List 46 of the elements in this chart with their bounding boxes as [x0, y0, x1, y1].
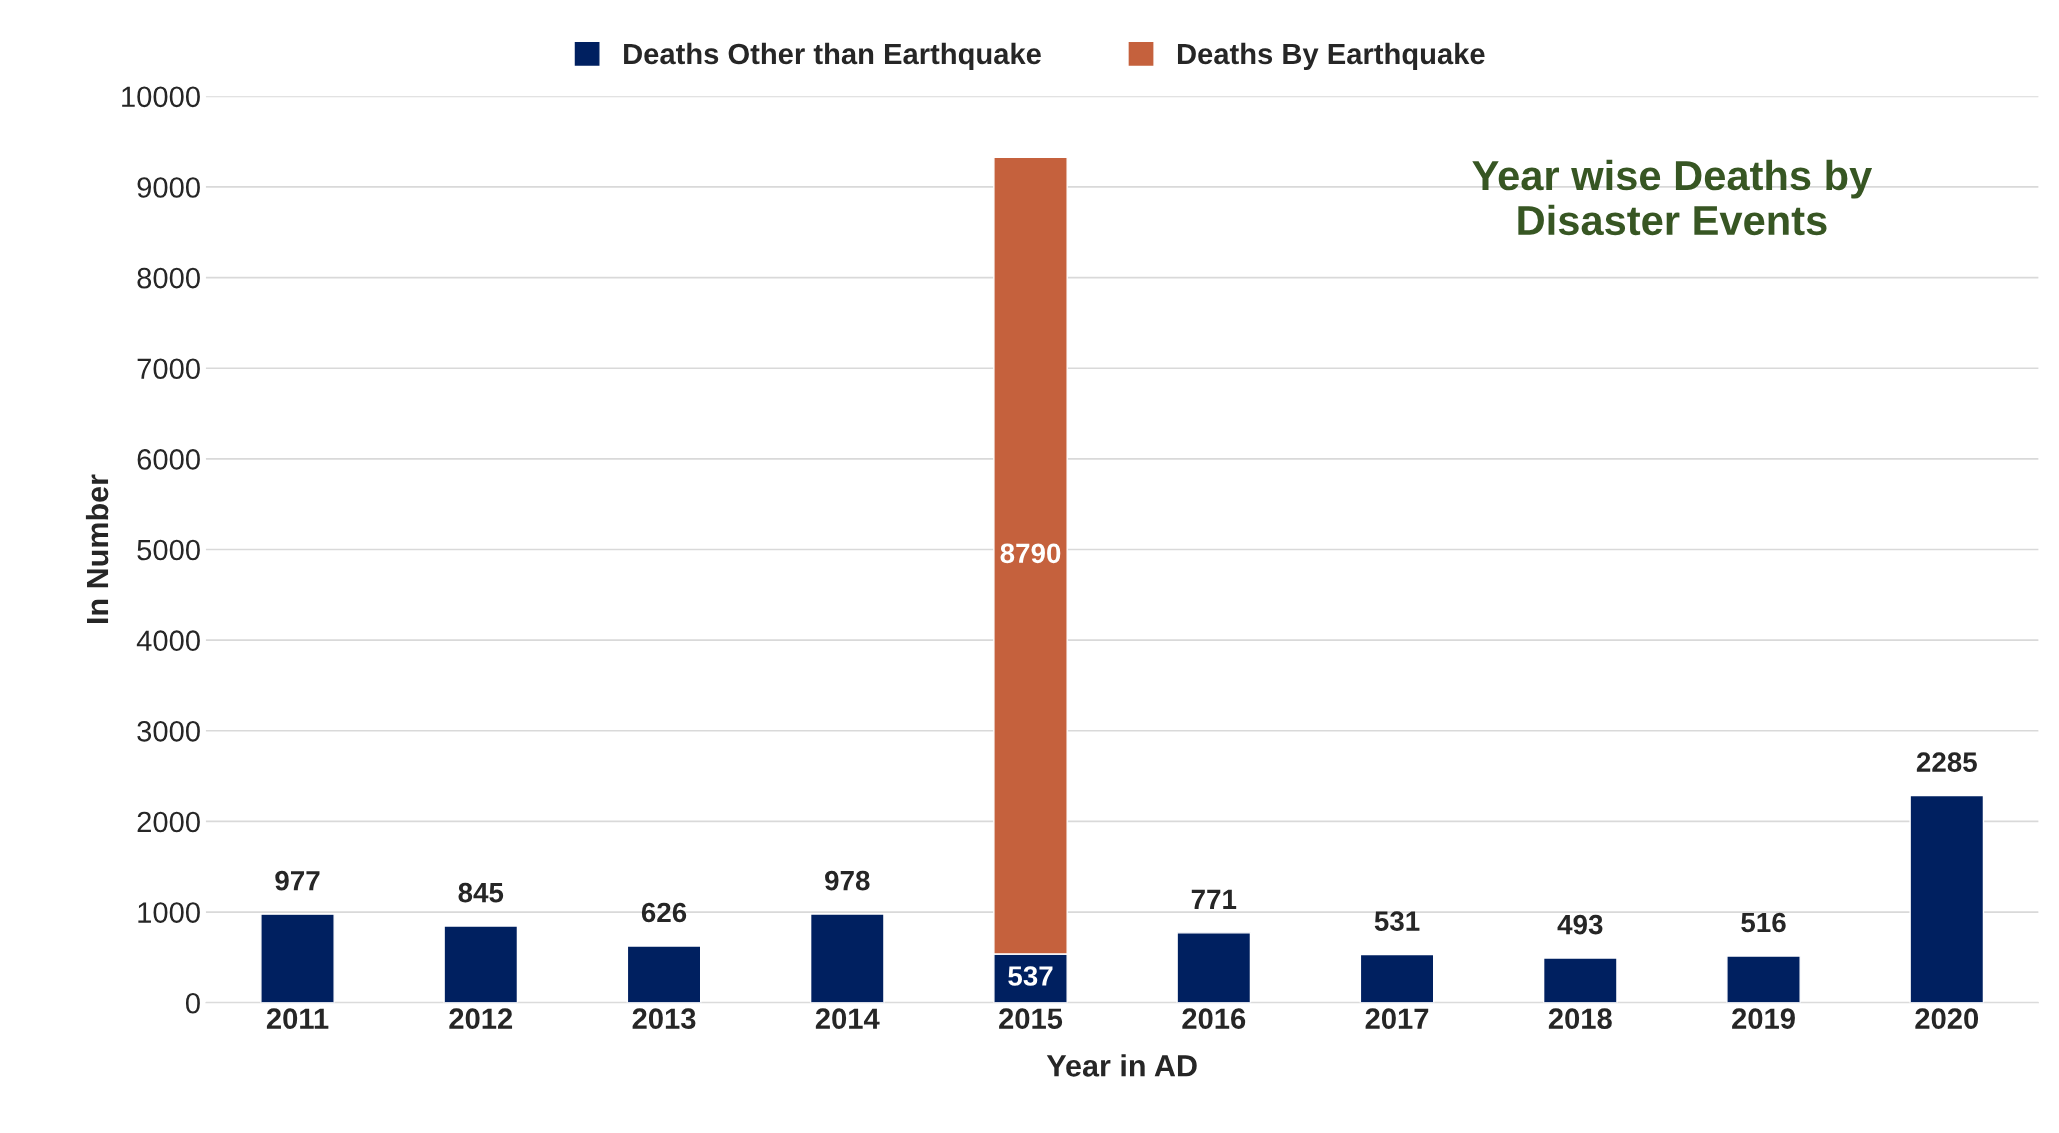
- x-tick-label: 2013: [632, 1008, 696, 1030]
- y-tick-label: 5000: [137, 539, 200, 561]
- bar: [260, 913, 335, 1003]
- data-label: 531: [1374, 911, 1420, 931]
- bar: [443, 925, 519, 1003]
- x-tick-label: 2019: [1732, 1008, 1795, 1029]
- text: Year wise Deaths by Disaster Events: [1472, 159, 1873, 236]
- bar: [1542, 957, 1618, 1003]
- data-label: 2285: [1916, 752, 1977, 772]
- y-tick-label: 1000: [138, 902, 200, 923]
- data-label: 978: [825, 870, 870, 891]
- data-label: 771: [1191, 889, 1237, 909]
- x-tick-label: 2011: [266, 1008, 329, 1029]
- legend-label: Deaths By Earthquake: [1177, 42, 1485, 71]
- data-label: 537: [1008, 966, 1053, 986]
- x-tick-label: 2017: [1365, 1008, 1429, 1029]
- y-tick-label: 3000: [137, 720, 200, 742]
- y-tick-label: 8000: [137, 267, 200, 289]
- y-tick-label: 6000: [137, 449, 200, 470]
- x-axis-title: Year in AD: [1046, 1054, 1197, 1077]
- bar: [809, 913, 885, 1003]
- bar: [1176, 932, 1252, 1003]
- data-label: 493: [1557, 914, 1603, 935]
- bar: [1359, 953, 1435, 1003]
- bar: [626, 945, 702, 1003]
- y-tick-label: 4000: [136, 630, 200, 651]
- data-label: 977: [275, 870, 320, 891]
- x-tick-label: 2016: [1182, 1008, 1246, 1029]
- y-tick-label: 10000: [122, 86, 200, 108]
- y-tick-label: 9000: [137, 177, 200, 198]
- bar: [1726, 955, 1801, 1003]
- data-label: 845: [458, 882, 504, 903]
- y-axis-title: In Number: [85, 474, 109, 624]
- data-label: 516: [1741, 912, 1786, 933]
- bar: [1909, 794, 1985, 1003]
- x-tick-label: 2020: [1915, 1008, 1979, 1029]
- y-tick-label: 2000: [137, 811, 200, 833]
- x-tick-label: 2012: [449, 1008, 513, 1029]
- data-label: 8790: [1000, 543, 1061, 564]
- y-tick-label: 0: [185, 992, 200, 1014]
- x-tick-label: 2014: [815, 1008, 880, 1029]
- data-label: 626: [641, 902, 687, 923]
- x-tick-label: 2018: [1548, 1008, 1612, 1029]
- legend-label: Deaths Other than Earthquake: [624, 42, 1041, 71]
- x-tick-label: 2015: [999, 1008, 1063, 1029]
- y-tick-label: 7000: [137, 358, 200, 380]
